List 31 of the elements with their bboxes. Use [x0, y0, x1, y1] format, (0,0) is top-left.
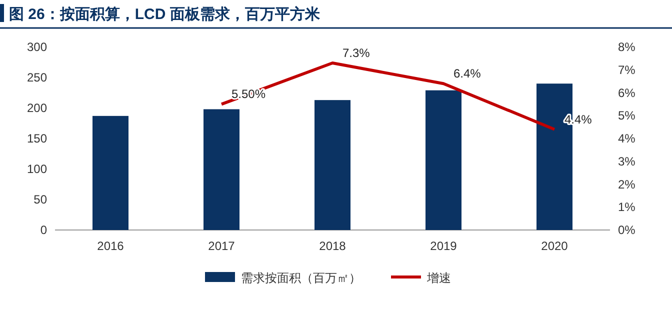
data-label: 6.4%: [454, 66, 482, 81]
y-tick-label: 50: [34, 192, 48, 206]
x-tick-label: 2018: [319, 239, 346, 253]
bar: [204, 109, 240, 230]
y2-tick-label: 5%: [618, 108, 636, 123]
bar: [426, 90, 462, 230]
chart-title: 图 26：按面积算，LCD 面板需求，百万平方米: [9, 5, 321, 23]
y-tick-label: 0: [40, 223, 48, 237]
y2-tick-label: 4%: [618, 132, 636, 146]
x-tick-label: 2016: [97, 239, 124, 253]
bar: [314, 100, 350, 230]
x-tick-label: 2019: [430, 239, 458, 253]
y2-tick-label: 7%: [618, 62, 636, 77]
y-tick-label: 150: [26, 132, 48, 146]
y-tick-label: 250: [26, 70, 48, 84]
y2-tick-label: 8%: [618, 40, 636, 54]
y2-tick-label: 2%: [618, 177, 636, 192]
y2-tick-label: 6%: [618, 86, 636, 100]
data-label: 7.3%: [342, 46, 370, 60]
y2-tick-label: 1%: [618, 200, 636, 214]
legend-label: 增速: [426, 271, 451, 285]
y-tick-label: 200: [26, 101, 48, 115]
y-tick-label: 300: [26, 40, 48, 54]
x-tick-label: 2020: [541, 239, 568, 253]
y-tick-label: 100: [26, 162, 48, 176]
y2-tick-label: 0%: [618, 223, 636, 237]
line-series: [220, 62, 556, 131]
x-tick-label: 2017: [208, 239, 236, 253]
bar: [92, 116, 128, 230]
legend-label: 需求按面积（百万㎡）: [241, 271, 361, 285]
y2-tick-label: 3%: [618, 154, 636, 168]
